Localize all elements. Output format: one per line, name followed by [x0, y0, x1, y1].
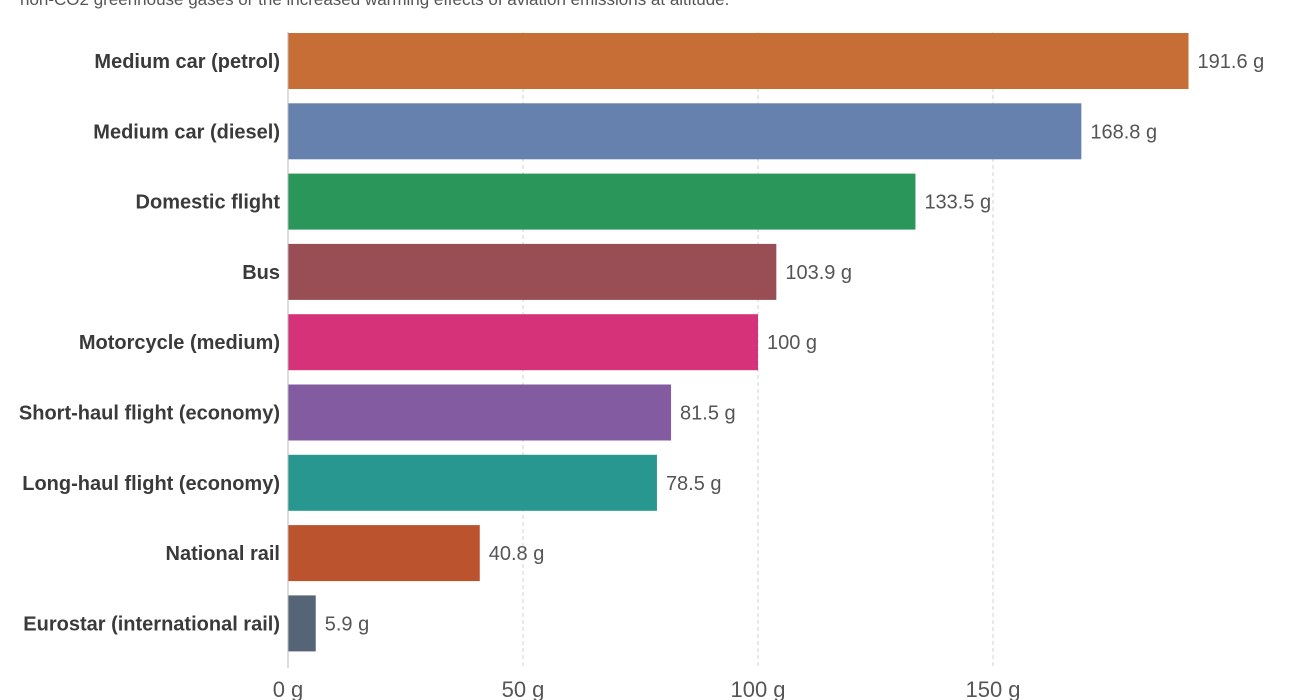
x-axis: 0 g 50 g 100 g 150 g [273, 32, 1021, 700]
bar [288, 103, 1082, 160]
category-label: Medium car (diesel) [93, 121, 280, 143]
category-label: Short-haul flight (economy) [19, 403, 280, 425]
category-label: Long-haul flight (economy) [22, 473, 280, 495]
bar [288, 243, 777, 300]
bar [288, 454, 657, 511]
value-label: 5.9 g [325, 613, 369, 635]
category-label: Motorcycle (medium) [79, 332, 280, 354]
x-tick-label: 150 g [965, 677, 1020, 700]
value-label: 103.9 g [785, 262, 852, 284]
bar [288, 595, 316, 652]
category-label: Bus [242, 262, 280, 284]
value-label: 191.6 g [1198, 51, 1265, 73]
value-label: 81.5 g [680, 403, 736, 425]
bar [288, 384, 672, 441]
bar [288, 173, 916, 230]
category-label: National rail [166, 543, 280, 565]
bars [288, 33, 1189, 652]
labels: Medium car (petrol) 191.6 g Medium car (di… [19, 51, 1264, 635]
value-label: 100 g [767, 332, 817, 354]
category-label: Eurostar (international rail) [23, 613, 280, 635]
value-label: 133.5 g [924, 192, 991, 214]
value-label: 40.8 g [489, 543, 545, 565]
x-tick-label: 100 g [730, 677, 785, 700]
x-tick-label: 0 g [273, 677, 304, 700]
category-label: Domestic flight [136, 192, 281, 214]
bar [288, 33, 1189, 89]
value-label: 78.5 g [666, 473, 722, 495]
chart-subtitle: non-CO2 greenhouse gases or the increase… [20, 0, 729, 10]
bar [288, 314, 758, 371]
category-label: Medium car (petrol) [94, 51, 280, 73]
x-tick-label: 50 g [502, 677, 545, 700]
value-label: 168.8 g [1090, 121, 1157, 143]
bar [288, 525, 480, 582]
